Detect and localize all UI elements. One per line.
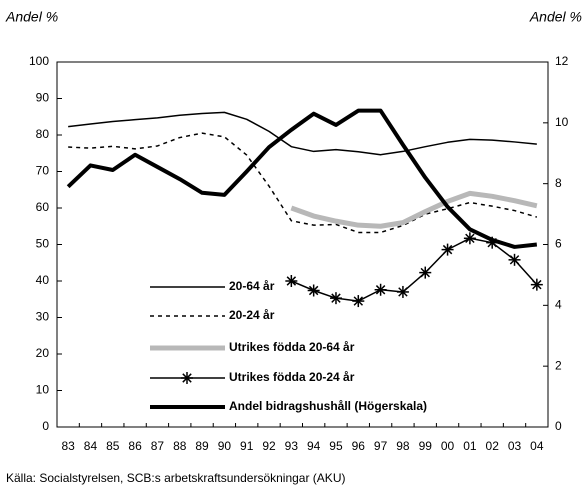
x-tick-label: 93 [285, 439, 299, 453]
x-tick-label: 91 [240, 439, 254, 453]
x-tick-label: 83 [61, 439, 75, 453]
x-tick-label: 86 [128, 439, 142, 453]
y2-tick-label: 4 [555, 298, 562, 312]
x-tick-label: 84 [84, 439, 98, 453]
legend-marker [181, 372, 193, 384]
x-tick-label: 92 [262, 439, 276, 453]
x-tick-label: 87 [151, 439, 165, 453]
x-tick-label: 98 [396, 439, 410, 453]
y-tick-label: 50 [36, 237, 50, 251]
y2-tick-label: 2 [555, 358, 562, 372]
legend-label: Utrikes födda 20-64 år [229, 340, 355, 354]
x-tick-label: 99 [419, 439, 433, 453]
series-line [68, 111, 537, 156]
legend-label: Andel bidragshushåll (Högerskala) [229, 399, 427, 413]
point-marker [530, 278, 543, 291]
x-tick-label: 88 [173, 439, 187, 453]
marker-stroke [182, 373, 192, 383]
marker-stroke [398, 287, 408, 297]
x-tick-label: 90 [218, 439, 232, 453]
series-line [68, 132, 538, 234]
y2-tick-label: 10 [555, 115, 569, 129]
point-marker [307, 284, 320, 297]
y-tick-label: 10 [36, 383, 50, 397]
marker-stroke [509, 255, 520, 265]
x-tick-label: 00 [441, 439, 455, 453]
marker-stroke [353, 296, 364, 306]
marker-stroke [375, 285, 386, 295]
legend-label: 20-24 år [229, 308, 275, 322]
marker-stroke [286, 276, 297, 286]
source: Källa: Socialstyrelsen, SCB:s arbetskraf… [6, 471, 345, 485]
x-tick-label: 89 [195, 439, 209, 453]
y2-tick-label: 8 [555, 176, 562, 190]
point-marker [329, 292, 342, 305]
y-tick-label: 70 [36, 164, 50, 178]
marker-stroke [420, 267, 430, 278]
x-tick-label: 96 [352, 439, 366, 453]
point-marker [419, 266, 432, 279]
y-axis-label: Andel % [5, 9, 58, 25]
legend-label: Utrikes födda 20-24 år [229, 370, 355, 384]
point-marker [352, 295, 365, 308]
marker-stroke [331, 293, 341, 303]
x-tick-label: 03 [508, 439, 522, 453]
y2-tick-label: 0 [555, 419, 562, 433]
point-marker [396, 285, 409, 298]
x-tick-label: 97 [374, 439, 388, 453]
series-line [290, 190, 538, 229]
y2-tick-label: 6 [555, 237, 562, 251]
x-tick-label: 95 [329, 439, 343, 453]
x-tick-label: 85 [106, 439, 120, 453]
y-tick-label: 0 [42, 419, 49, 433]
x-tick-label: 04 [530, 439, 544, 453]
y-tick-label: 30 [36, 310, 50, 324]
y2-axis-label: Andel % [529, 9, 582, 25]
y2-tick-label: 12 [555, 54, 569, 68]
x-tick-label: 94 [307, 439, 321, 453]
marker-stroke [465, 233, 475, 244]
series-line [291, 237, 538, 302]
marker-stroke [532, 279, 542, 290]
marker-stroke [308, 285, 319, 296]
point-marker [374, 283, 387, 296]
x-tick-label: 01 [463, 439, 477, 453]
y-tick-label: 60 [36, 200, 50, 214]
point-marker [463, 232, 476, 245]
marker-stroke [442, 244, 453, 255]
y-tick-label: 20 [36, 346, 50, 360]
y-tick-label: 100 [29, 54, 49, 68]
series-line [66, 108, 538, 249]
y-tick-label: 90 [36, 91, 50, 105]
point-marker [441, 243, 454, 256]
y-tick-label: 80 [36, 127, 50, 141]
point-marker [508, 253, 521, 266]
point-marker [285, 275, 298, 287]
x-tick-label: 02 [486, 439, 500, 453]
y-tick-label: 40 [36, 273, 50, 287]
legend-label: 20-64 år [229, 279, 275, 293]
